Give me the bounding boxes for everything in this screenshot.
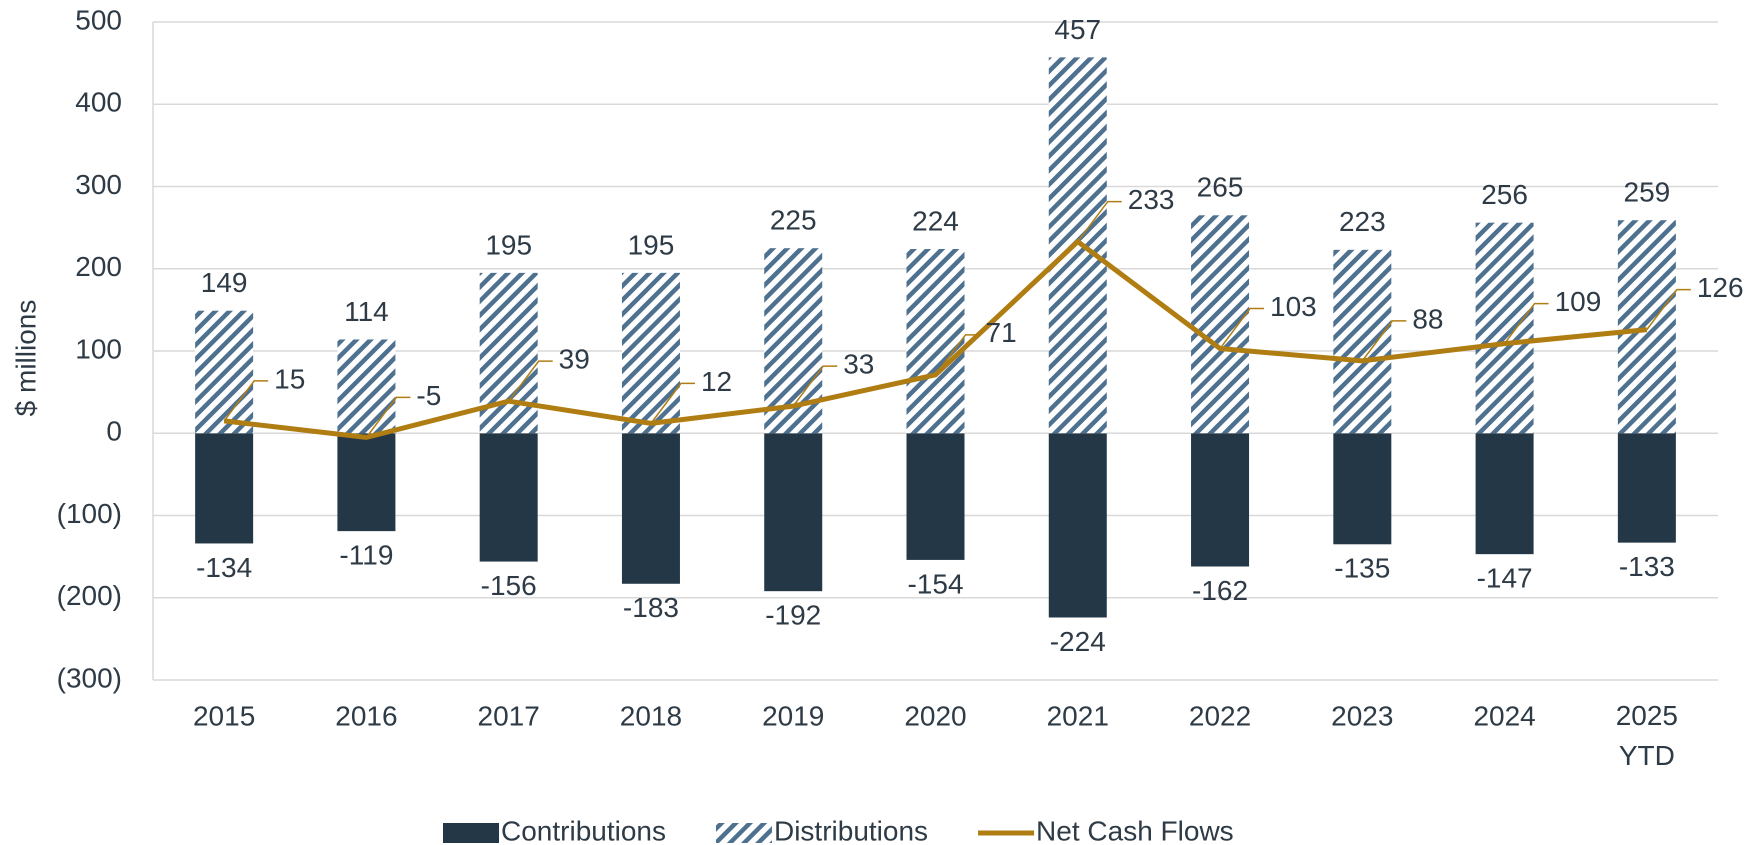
legend-swatch xyxy=(715,823,772,843)
data-label: 126 xyxy=(1697,272,1744,303)
data-label: 149 xyxy=(201,267,248,298)
leader-line xyxy=(223,380,269,422)
y-tick-label: (200) xyxy=(57,580,122,611)
data-label: 71 xyxy=(986,317,1017,348)
data-label: 195 xyxy=(628,229,675,260)
data-label: 109 xyxy=(1555,286,1602,317)
data-label: 233 xyxy=(1128,184,1175,215)
leader-line xyxy=(1646,288,1691,331)
data-label: 33 xyxy=(843,348,874,379)
data-label: -162 xyxy=(1192,575,1248,606)
data-label: -119 xyxy=(339,540,393,571)
data-label: -147 xyxy=(1477,563,1533,594)
bar xyxy=(906,433,965,560)
bar xyxy=(195,310,254,434)
y-tick-label: 400 xyxy=(75,87,122,118)
y-axis-label: $ millions xyxy=(10,300,41,417)
data-label: 114 xyxy=(344,296,389,327)
x-tick-label: 2025 YTD xyxy=(1616,700,1678,771)
data-label: 195 xyxy=(485,229,532,260)
bar xyxy=(764,433,823,592)
x-tick-label: 2015 xyxy=(193,700,255,731)
leader-line xyxy=(650,382,695,424)
x-tick-label: 2020 xyxy=(904,700,966,731)
bar xyxy=(1191,215,1250,434)
bar xyxy=(195,433,254,544)
data-label: 39 xyxy=(559,344,590,375)
y-tick-label: 0 xyxy=(106,416,122,447)
data-label: -135 xyxy=(1334,553,1390,584)
y-tick-label: 500 xyxy=(75,4,122,35)
bar xyxy=(621,272,680,434)
leader-line xyxy=(1361,320,1407,362)
y-tick-label: (100) xyxy=(57,498,122,529)
bar xyxy=(1475,433,1534,555)
data-label: 88 xyxy=(1412,303,1443,334)
data-label: -133 xyxy=(1619,551,1675,582)
bar xyxy=(1617,220,1676,434)
x-tick-label: 2021 xyxy=(1047,700,1109,731)
data-label: 265 xyxy=(1197,172,1244,203)
bar xyxy=(1475,222,1534,434)
legend-label: Distributions xyxy=(774,815,928,845)
leader-line xyxy=(1219,307,1265,349)
x-tick-label-line: 2025 xyxy=(1616,700,1678,731)
y-tick-label: (300) xyxy=(57,662,122,693)
data-label: 223 xyxy=(1339,206,1386,237)
legend-label: Net Cash Flows xyxy=(1036,815,1234,845)
legend-swatch xyxy=(443,823,499,843)
bar xyxy=(1333,249,1392,434)
x-tick-label: 2019 xyxy=(762,700,824,731)
leader-line xyxy=(1503,302,1549,345)
y-tick-label: 100 xyxy=(75,333,122,364)
data-label: 15 xyxy=(274,363,305,394)
legend-label: Contributions xyxy=(501,815,666,845)
x-tick-label: 2017 xyxy=(478,700,540,731)
data-label: 457 xyxy=(1054,14,1101,45)
x-tick-label: 2016 xyxy=(335,700,397,731)
x-tick-label: 2018 xyxy=(620,700,682,731)
bar xyxy=(1333,433,1392,545)
bar xyxy=(621,433,680,584)
bar xyxy=(1048,433,1107,618)
leader-line xyxy=(1077,200,1122,243)
y-tick-label: 200 xyxy=(75,251,122,282)
data-label: 224 xyxy=(912,205,959,236)
bar xyxy=(1617,433,1676,543)
x-tick-label-line: YTD xyxy=(1619,740,1675,771)
leader-line xyxy=(792,365,838,407)
bar xyxy=(479,433,538,562)
data-label: 259 xyxy=(1624,177,1671,208)
bar xyxy=(1048,57,1107,434)
data-label: -134 xyxy=(196,552,252,583)
x-tick-label: 2024 xyxy=(1473,700,1535,731)
y-tick-label: 300 xyxy=(75,169,122,200)
bar xyxy=(337,339,396,434)
leader-line xyxy=(934,334,980,376)
data-label: -156 xyxy=(481,570,537,601)
bar xyxy=(906,249,965,434)
x-tick-label: 2023 xyxy=(1331,700,1393,731)
data-label: -183 xyxy=(623,592,679,623)
bar xyxy=(1191,433,1250,567)
x-tick-label: 2022 xyxy=(1189,700,1251,731)
data-label: -192 xyxy=(765,600,821,631)
data-label: -5 xyxy=(416,380,441,411)
data-label: -154 xyxy=(907,568,963,599)
leader-line xyxy=(365,396,411,438)
data-label: 12 xyxy=(701,366,732,397)
data-label: 103 xyxy=(1270,291,1317,322)
bar xyxy=(479,272,538,434)
data-label: 256 xyxy=(1481,179,1528,210)
data-label: 225 xyxy=(770,205,817,236)
leader-line xyxy=(508,360,553,402)
data-label: -224 xyxy=(1050,626,1106,657)
bar xyxy=(337,433,396,532)
